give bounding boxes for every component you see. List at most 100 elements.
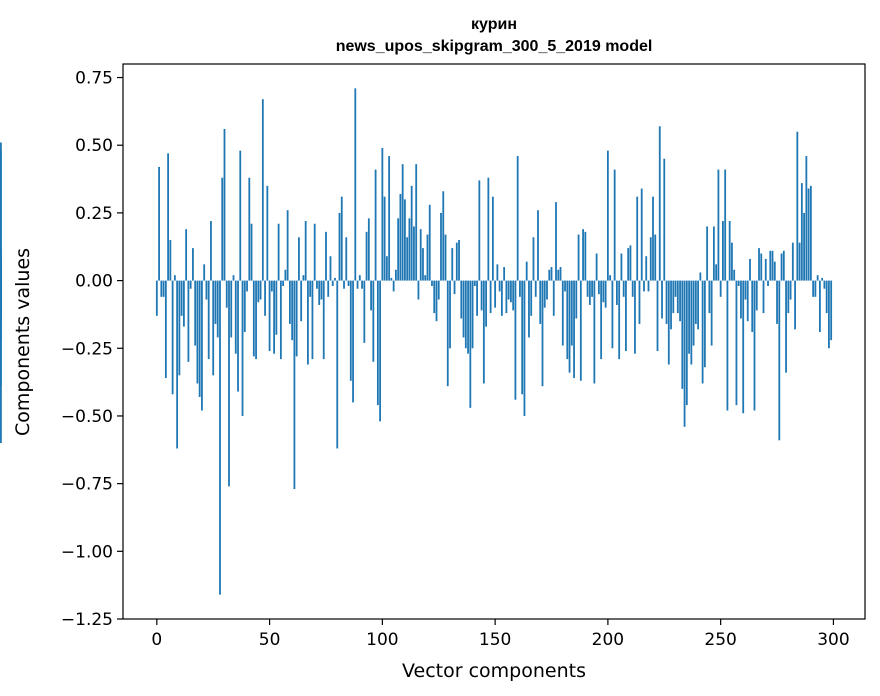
bar-component-121: [428, 204, 431, 281]
bar-component-139: [469, 280, 472, 408]
bar-component-28: [219, 280, 221, 595]
bar-component-123: [433, 280, 436, 314]
bar-component-197: [600, 280, 603, 360]
bar-component-1: [158, 166, 160, 281]
bar-component-114: [413, 226, 415, 281]
y-axis-label: Components values: [12, 248, 34, 436]
bar-component-232: [679, 280, 681, 322]
bar-component-64: [300, 280, 303, 322]
bar-component-186: [575, 280, 578, 319]
bar-component-0: [155, 280, 158, 316]
bar-component-248: [715, 264, 718, 281]
bar-component-203: [613, 169, 616, 281]
bar-component-19: [198, 280, 201, 397]
bar-component-255: [731, 242, 733, 281]
bar-component-118: [422, 248, 424, 281]
bar-component-75: [325, 231, 327, 281]
bar-component-100: [381, 147, 384, 281]
bar-component-250: [719, 280, 722, 297]
bar-component-11: [180, 280, 183, 316]
bar-component-144: [480, 280, 483, 311]
bar-component-38: [241, 280, 244, 416]
bar-component-74: [322, 280, 325, 360]
bar-component-119: [424, 275, 427, 281]
bar-component-176: [552, 280, 555, 316]
bar-component-159: [514, 280, 517, 400]
bar-component-146: [485, 280, 487, 327]
bar-component-202: [611, 280, 614, 349]
bar-component-117: [419, 229, 422, 281]
bar-component-214: [638, 280, 641, 324]
bar-component-231: [676, 280, 679, 314]
bar-component-102: [385, 256, 388, 281]
ticks-layer: 0 50 100 150 200 250 300 −1.25 −1.00 −0.75 −0.50 −0…: [61, 69, 850, 650]
bar-component-185: [573, 280, 575, 379]
bar-component-136: [462, 280, 465, 338]
bar-component-281: [789, 280, 792, 300]
bar-component-270: [764, 258, 767, 281]
bar-component-239: [694, 280, 697, 324]
bar-component-230: [674, 280, 677, 297]
bar-component-211: [631, 280, 634, 297]
bar-component-7: [171, 280, 174, 395]
bar-component-206: [620, 253, 623, 281]
bar-component-97: [374, 169, 377, 281]
bar-component-62: [295, 280, 298, 357]
bar-component-41: [248, 177, 251, 281]
bar-component-227: [667, 280, 670, 365]
bar-component-107: [397, 218, 400, 281]
bar-component-256: [733, 269, 736, 281]
bar-component-212: [634, 280, 636, 354]
bar-component-68: [309, 280, 312, 297]
bar-component-44: [255, 280, 257, 360]
bar-component-192: [588, 280, 591, 305]
bar-component-45: [257, 280, 260, 303]
x-tick-label: 200: [592, 630, 624, 650]
bar-component-142: [476, 280, 478, 316]
bar-component-36: [237, 280, 239, 392]
bar-component-162: [521, 280, 524, 395]
bar-component-154: [503, 267, 506, 281]
bar-component-266: [755, 280, 758, 311]
bar-component-91: [361, 280, 363, 289]
bar-component-298: [828, 280, 830, 349]
bar-component-225: [663, 158, 666, 281]
bar-component-145: [482, 280, 485, 384]
bar-component-292: [814, 280, 817, 297]
bar-component-241: [699, 272, 702, 281]
bar-component-46: [259, 280, 262, 300]
bar-component-4: [164, 280, 167, 379]
bar-component-88: [354, 88, 357, 281]
bar-component-67: [307, 280, 309, 365]
bar-component-148: [489, 280, 492, 314]
bars-layer: [0, 88, 833, 595]
bar-component-137: [464, 280, 467, 349]
bar-component-262: [746, 280, 749, 322]
bar-component-82: [340, 196, 343, 281]
bar-component-79: [334, 277, 336, 281]
bar-component-167: [532, 237, 535, 281]
bar-component-163: [523, 280, 526, 416]
y-tick-label: −1.00: [61, 542, 113, 562]
bar-component-164: [525, 261, 528, 281]
y-tick-label: 0.50: [75, 136, 113, 156]
bar-component-48: [264, 280, 266, 316]
bar-component-295: [821, 277, 824, 281]
bar-component-168: [534, 280, 537, 297]
bar-component-218: [647, 280, 650, 292]
bar-component-237: [690, 280, 693, 365]
bar-component-77: [329, 256, 332, 281]
bar-component-128: [444, 234, 447, 281]
bar-component-63: [298, 237, 300, 281]
bar-component-27: [216, 280, 219, 338]
bar-component-131: [451, 248, 454, 281]
bar-component-66: [304, 221, 307, 281]
bar-component-76: [327, 280, 330, 297]
bar-component-23: [207, 280, 210, 360]
bar-component-113: [410, 185, 413, 281]
bar-component-207: [622, 280, 625, 297]
bar-component-126: [440, 212, 442, 281]
bar-component-8: [173, 275, 176, 281]
bar-component-106: [394, 269, 397, 281]
bar-component-111: [406, 237, 409, 281]
